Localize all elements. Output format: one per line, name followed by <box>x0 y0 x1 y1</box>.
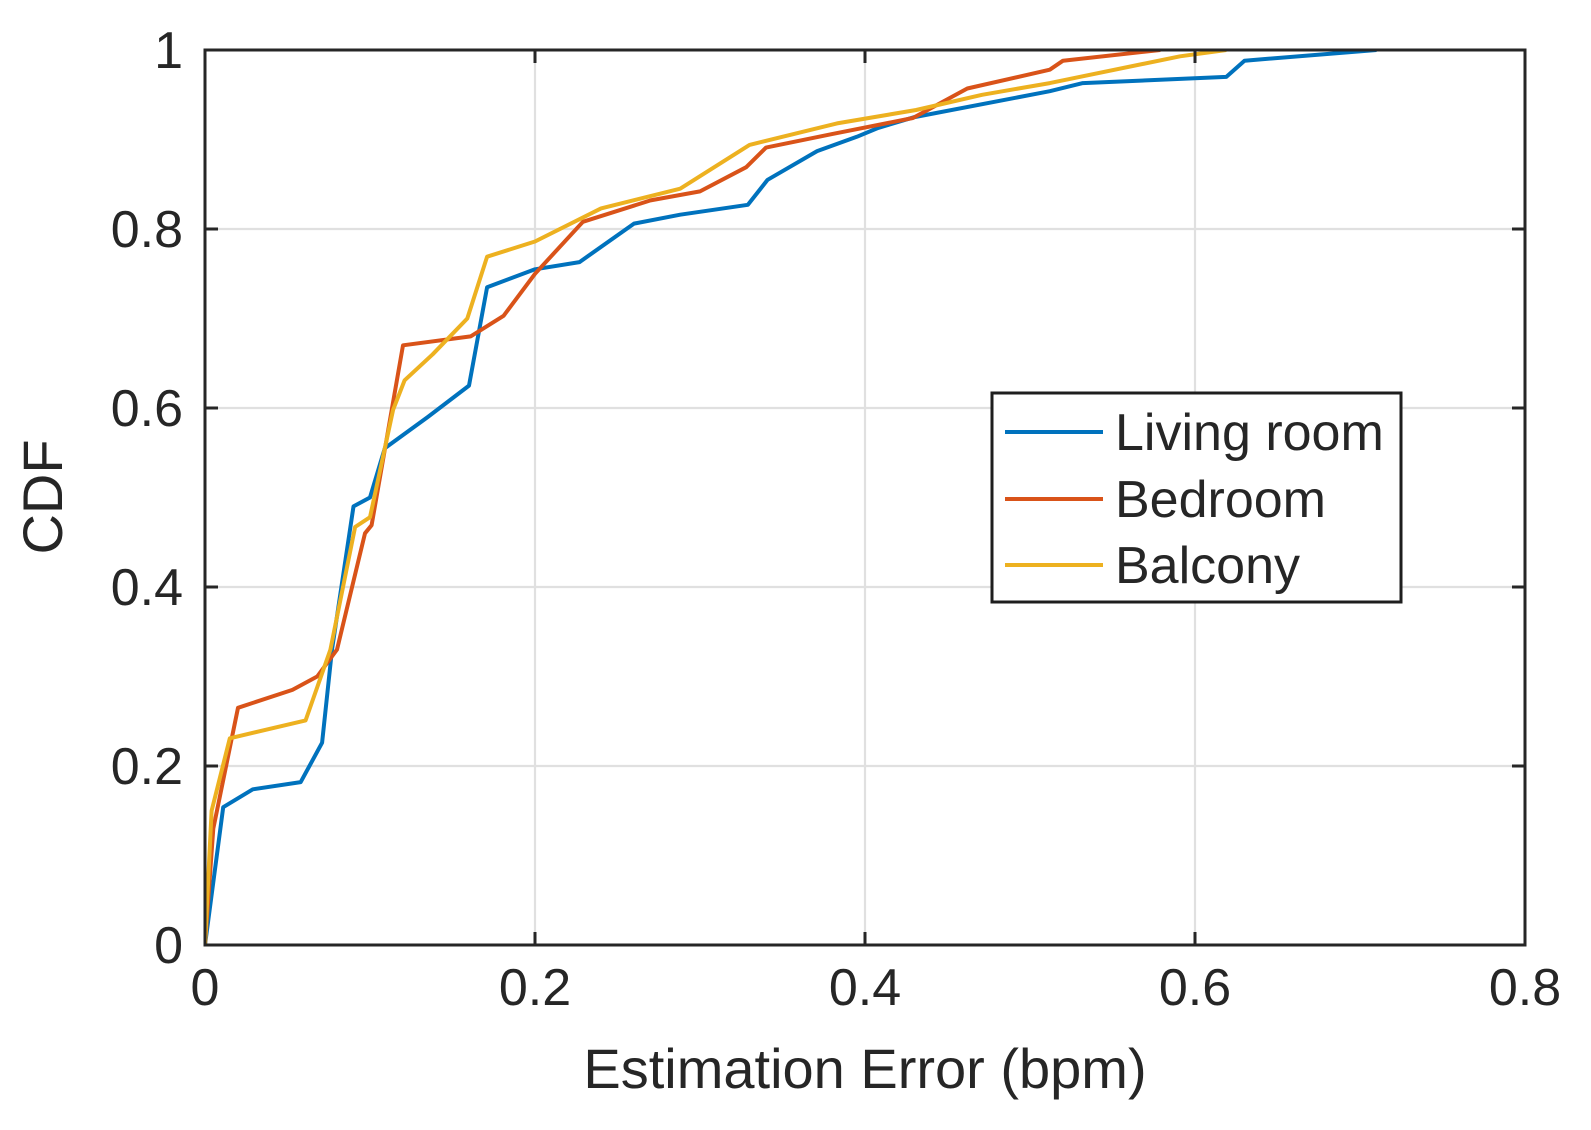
x-tick-label: 0.2 <box>499 959 571 1017</box>
y-tick-labels: 0 0.2 0.4 0.6 0.8 1 <box>111 22 183 975</box>
tick-marks <box>203 48 1527 947</box>
y-tick-label: 0.6 <box>111 380 183 438</box>
series-line-living-room <box>205 50 1377 945</box>
x-tick-label: 0.6 <box>1159 959 1231 1017</box>
legend: Living room Bedroom Balcony <box>990 391 1403 604</box>
y-tick-label: 0 <box>154 917 183 975</box>
x-tick-label: 0.4 <box>829 959 901 1017</box>
x-tick-labels: 0 0.2 0.4 0.6 0.8 <box>191 959 1562 1017</box>
y-tick-label: 0.8 <box>111 201 183 259</box>
x-tick-label: 0.8 <box>1489 959 1561 1017</box>
legend-item-balcony: Balcony <box>1005 537 1300 595</box>
y-axis-label: CDF <box>11 439 74 554</box>
legend-label: Living room <box>1115 404 1384 462</box>
series-lines <box>205 50 1377 945</box>
x-axis-label: Estimation Error (bpm) <box>583 1037 1146 1100</box>
legend-label: Balcony <box>1115 537 1300 595</box>
y-tick-label: 1 <box>154 22 183 80</box>
legend-item-living-room: Living room <box>1005 404 1384 462</box>
x-tick-label: 0 <box>191 959 220 1017</box>
legend-label: Bedroom <box>1115 471 1326 529</box>
legend-item-bedroom: Bedroom <box>1005 471 1326 529</box>
series-line-balcony <box>205 50 1227 945</box>
y-tick-label: 0.4 <box>111 559 183 617</box>
y-tick-label: 0.2 <box>111 738 183 796</box>
